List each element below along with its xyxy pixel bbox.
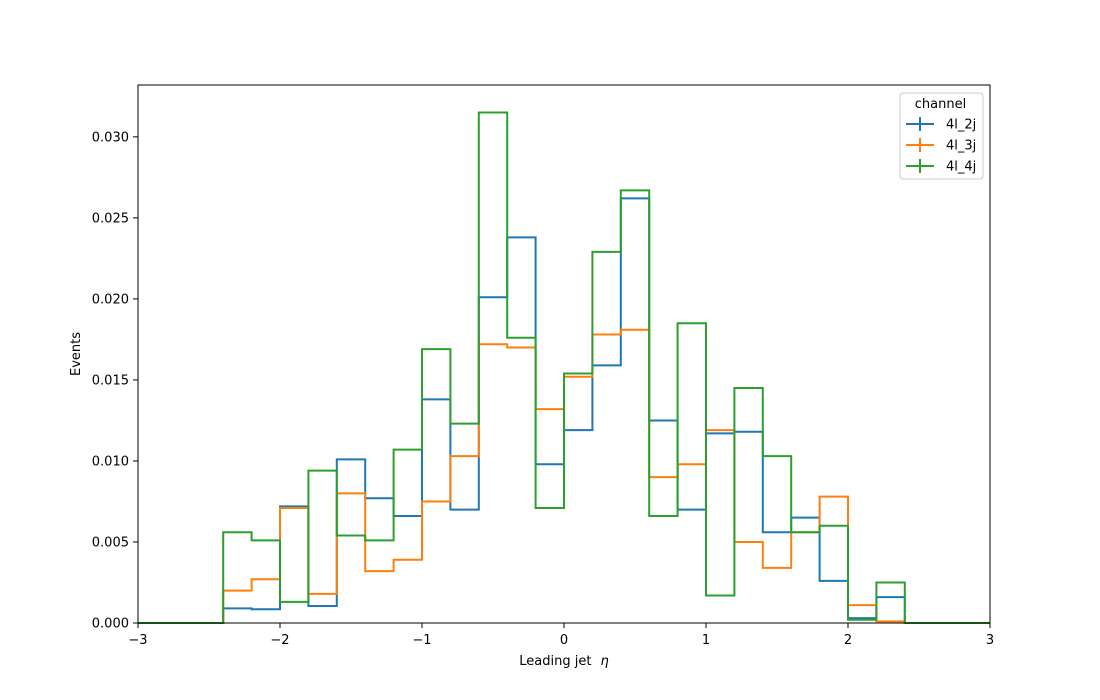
y-tick-label: 0.010 [92, 454, 129, 469]
y-axis-label: Events [69, 332, 84, 376]
y-tick-label: 0.000 [92, 617, 129, 632]
legend-box [899, 92, 984, 180]
legend-label: 4l_3j [946, 139, 976, 154]
legend-entries: 4l_2j 4l_3j 4l_4j [906, 117, 976, 175]
x-tick-label: −2 [270, 633, 289, 648]
y-tick-label: 0.030 [92, 130, 129, 145]
legend: channel 4l_2j 4l_3j 4l_4j [899, 92, 984, 180]
y-tick-label: 0.025 [92, 211, 129, 226]
x-tick-label: 3 [986, 633, 994, 648]
y-axis: 0.000 0.005 0.010 0.015 0.020 0.025 0.030 [92, 130, 138, 632]
x-axis-label-symbol: η [600, 654, 608, 669]
y-tick-label: 0.015 [92, 373, 129, 388]
legend-label: 4l_2j [946, 118, 976, 133]
series-layer [138, 111, 990, 624]
legend-entry-4l-3j: 4l_3j [906, 138, 976, 154]
y-tick-label: 0.005 [92, 535, 129, 550]
x-tick-label: 2 [844, 633, 852, 648]
x-axis-label: Leading jet η [519, 654, 608, 669]
x-tick-label: 1 [702, 633, 710, 648]
x-tick-label: 0 [560, 633, 568, 648]
x-tick-label: −1 [412, 633, 431, 648]
legend-entry-4l-4j: 4l_4j [906, 159, 976, 175]
legend-title: channel [915, 97, 966, 112]
legend-label: 4l_4j [946, 160, 976, 175]
x-axis: −3 −2 −1 0 1 2 3 [128, 623, 994, 648]
plot-frame [137, 84, 991, 624]
series-line-4l-4j [138, 111, 990, 624]
x-axis-label-text: Leading jet [519, 654, 591, 669]
legend-entry-4l-2j: 4l_2j [906, 117, 976, 133]
x-tick-label: −3 [128, 633, 147, 648]
y-tick-label: 0.020 [92, 292, 129, 307]
